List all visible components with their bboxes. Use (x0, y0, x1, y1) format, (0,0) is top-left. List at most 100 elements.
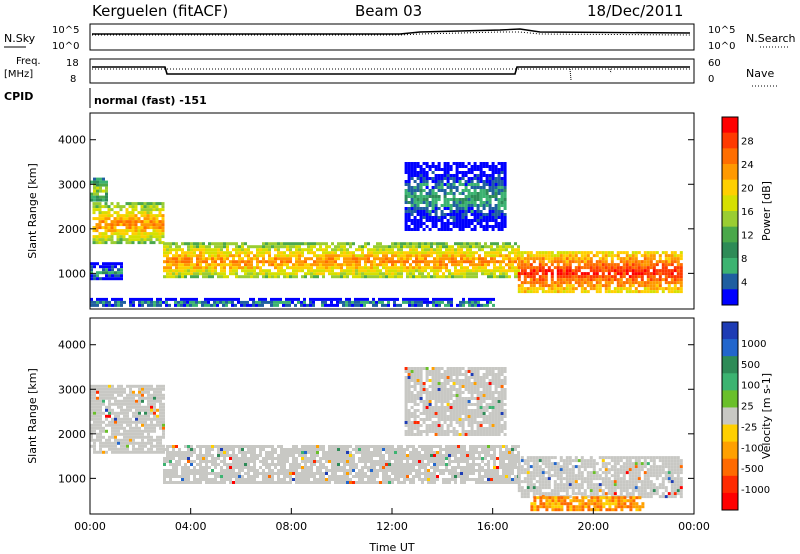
velocity-cell (313, 454, 316, 457)
power-cell (479, 171, 483, 174)
velocity-cell (208, 445, 211, 448)
velocity-cell (424, 457, 427, 460)
velocity-cell (268, 466, 271, 469)
power-cell (280, 263, 283, 267)
power-cell (289, 275, 292, 279)
velocity-cell (202, 445, 205, 448)
velocity-cell (502, 475, 505, 478)
power-cell (268, 272, 271, 276)
velocity-cell (235, 460, 238, 463)
velocity-cell (159, 408, 162, 412)
power-cell (580, 284, 584, 288)
power-cell (321, 300, 324, 304)
power-cell (120, 271, 123, 275)
velocity-cell (391, 472, 394, 475)
power-cell (186, 300, 189, 304)
power-cell (433, 275, 436, 279)
power-cell (535, 272, 539, 276)
velocity-cell (487, 475, 490, 478)
power-cell (396, 297, 399, 301)
velocity-cell (442, 454, 445, 457)
power-cell (213, 297, 216, 301)
velocity-cell (123, 444, 126, 448)
power-cell (460, 260, 463, 264)
power-cell (476, 210, 480, 213)
power-cell (448, 257, 451, 261)
velocity-cell (147, 435, 150, 439)
power-cell (544, 269, 548, 273)
power-cell (125, 232, 129, 236)
power-cell (535, 287, 539, 291)
power-cell (349, 245, 352, 249)
power-cell (440, 174, 444, 177)
power-heatmap (90, 162, 683, 307)
power-cell (307, 263, 310, 267)
velocity-cell (463, 466, 466, 469)
power-cell (410, 222, 414, 225)
power-cell (462, 303, 465, 307)
power-cell (310, 242, 313, 246)
velocity-cell (217, 445, 220, 448)
power-cell (388, 275, 391, 279)
power-cell (446, 222, 450, 225)
power-cell (190, 245, 193, 249)
velocity-cell (153, 402, 156, 406)
velocity-cell (388, 460, 391, 463)
power-cell (503, 171, 507, 174)
power-cell (413, 201, 417, 204)
power-colorbar-tick: 20 (741, 184, 754, 195)
power-cell (479, 195, 483, 198)
power-cell (295, 272, 298, 276)
power-cell (464, 216, 468, 219)
velocity-cell (135, 405, 138, 409)
power-cell (172, 275, 175, 279)
power-cell (421, 272, 424, 276)
power-cell (500, 204, 504, 207)
power-cell (503, 162, 507, 165)
power-cell (265, 245, 268, 249)
velocity-cell (394, 448, 397, 451)
power-cell (404, 228, 408, 231)
power-cell (99, 183, 102, 187)
velocity-cell (436, 478, 439, 481)
velocity-cell (163, 469, 166, 472)
velocity-cell (172, 457, 175, 460)
power-cell (319, 254, 322, 258)
power-cell (238, 245, 241, 249)
power-cell (538, 287, 542, 291)
velocity-cell (138, 396, 141, 400)
power-cell (119, 205, 123, 209)
velocity-cell (268, 451, 271, 454)
power-cell (385, 254, 388, 258)
velocity-cell (325, 478, 328, 481)
velocity-cell (111, 426, 114, 430)
power-cell (355, 254, 358, 258)
power-cell (108, 262, 111, 266)
power-cell (634, 263, 638, 267)
power-cell (172, 272, 175, 276)
power-cell (505, 254, 508, 258)
power-cell (559, 251, 563, 255)
velocity-cell (190, 445, 193, 448)
power-cell (583, 281, 587, 285)
power-cell (467, 168, 471, 171)
power-cell (114, 265, 117, 269)
power-cell (416, 222, 420, 225)
power-cell (253, 269, 256, 273)
power-cell (472, 263, 475, 267)
power-cell (637, 266, 641, 270)
power-cell (443, 189, 447, 192)
velocity-cell (322, 472, 325, 475)
velocity-cell (262, 481, 265, 484)
power-cell (428, 168, 432, 171)
power-cell (384, 297, 387, 301)
velocity-cell (499, 457, 502, 460)
power-cell (288, 303, 291, 307)
power-cell (589, 266, 593, 270)
power-cell (172, 242, 175, 246)
power-cell (487, 263, 490, 267)
power-cell (137, 220, 141, 224)
power-cell (443, 207, 447, 210)
velocity-cell (169, 472, 172, 475)
velocity-cell (202, 469, 205, 472)
